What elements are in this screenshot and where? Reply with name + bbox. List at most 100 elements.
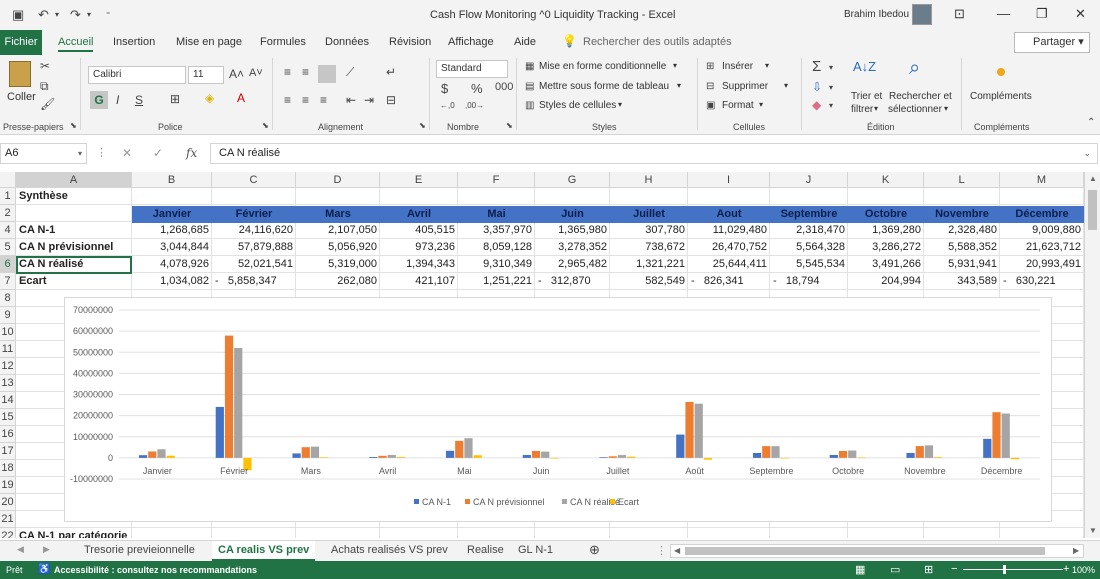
row-header[interactable]: 18 (0, 460, 16, 477)
comma-style-icon[interactable]: 000 (495, 81, 514, 93)
autosum-icon[interactable]: Σ (812, 58, 822, 75)
bold-button[interactable]: G (90, 91, 108, 109)
autosum-dropdown-icon[interactable]: ▾ (829, 63, 834, 72)
scroll-left-icon[interactable]: ◀ (674, 546, 681, 555)
value-cell[interactable]: 5,545,534 (796, 258, 845, 270)
orientation-icon[interactable]: ⟋ (346, 65, 355, 79)
bar[interactable] (752, 452, 762, 458)
bar[interactable] (906, 452, 915, 458)
bar[interactable] (924, 445, 934, 458)
bar[interactable] (148, 451, 157, 458)
value-cell[interactable]: 57,879,888 (237, 241, 293, 253)
bar[interactable] (780, 457, 789, 459)
scroll-thumb[interactable] (1088, 190, 1097, 230)
bar[interactable] (676, 434, 685, 458)
number-format-select[interactable]: Standard (436, 60, 508, 78)
column-header[interactable]: D (296, 172, 380, 188)
chevron-down-icon[interactable]: ▾ (77, 149, 82, 158)
italic-button[interactable]: I (116, 93, 120, 107)
month-header-cell[interactable]: Juillet (610, 206, 688, 223)
borders-icon[interactable]: ⊞ (170, 92, 181, 106)
next-sheet-icon[interactable]: ▶ (43, 544, 50, 554)
bar[interactable] (387, 454, 396, 458)
value-cell[interactable]: 738,672 (645, 241, 685, 253)
tab-data[interactable]: Données (325, 36, 370, 48)
bar[interactable] (915, 446, 924, 458)
column-header[interactable]: E (380, 172, 458, 188)
bar[interactable] (157, 449, 166, 458)
bar[interactable] (694, 403, 703, 458)
paste-button[interactable]: Coller (7, 91, 36, 103)
bar[interactable] (301, 447, 310, 458)
row-header[interactable]: 1 (0, 188, 16, 205)
tab-page-layout[interactable]: Mise en page (176, 36, 243, 48)
value-cell[interactable]: 20,993,491 (1025, 258, 1081, 270)
value-cell[interactable]: 4,078,926 (160, 258, 209, 270)
row-header[interactable]: 8 (0, 290, 16, 307)
format-button[interactable]: Format (722, 100, 754, 111)
month-header-cell[interactable]: Septembre (770, 206, 848, 223)
row-label-cell[interactable]: CA N prévisionnel (19, 241, 114, 253)
add-sheet-icon[interactable]: ⊕ (589, 542, 600, 557)
row-header[interactable]: 19 (0, 477, 16, 494)
currency-icon[interactable]: $ (441, 81, 449, 96)
value-cell[interactable]: 9,310,349 (483, 258, 532, 270)
sheet-title-cell[interactable]: Synthèse (19, 190, 68, 202)
font-launcher-icon[interactable]: ⬊ (262, 121, 269, 130)
align-middle-icon[interactable]: ≡ (302, 65, 310, 79)
row-header[interactable]: 17 (0, 443, 16, 460)
align-bottom-icon[interactable] (318, 65, 336, 83)
user-name[interactable]: Brahim Ibedou (844, 9, 910, 20)
select-all-corner[interactable] (0, 172, 16, 188)
row-label-cell[interactable]: Ecart (19, 275, 47, 287)
bar[interactable] (992, 412, 1001, 458)
delete-button[interactable]: Supprimer (722, 81, 769, 92)
value-cell[interactable]: 52,021,541 (237, 258, 293, 270)
format-painter-icon[interactable]: 🖌 (40, 97, 56, 111)
bar[interactable] (848, 450, 857, 458)
value-cell[interactable]: 5,931,941 (948, 258, 997, 270)
conditional-formatting-button[interactable]: Mise en forme conditionnelle (539, 61, 667, 72)
column-header[interactable]: B (132, 172, 212, 188)
value-cell[interactable]: 8,059,128 (483, 241, 532, 253)
bar[interactable] (627, 456, 636, 458)
tab-review[interactable]: Révision (389, 36, 432, 48)
value-cell[interactable]: 1,034,082 (160, 275, 209, 287)
undo-icon[interactable]: ↶ (38, 7, 49, 22)
bar[interactable] (310, 446, 320, 458)
accessibility-status[interactable]: Accessibilité : consultez nos recommanda… (54, 565, 258, 575)
bar[interactable] (983, 438, 992, 458)
scroll-up-icon[interactable]: ▲ (1089, 174, 1097, 183)
value-cell[interactable]: 3,491,266 (872, 258, 921, 270)
bar[interactable] (599, 457, 608, 458)
value-cell[interactable]: 2,328,480 (948, 224, 997, 236)
row-header[interactable]: 16 (0, 426, 16, 443)
row-header[interactable]: 12 (0, 358, 16, 375)
vertical-scrollbar[interactable]: ▲ ▼ (1084, 172, 1100, 538)
bar[interactable] (224, 335, 234, 458)
fill-icon[interactable]: ⇩ (812, 80, 823, 94)
bar[interactable] (320, 457, 329, 458)
scroll-down-icon[interactable]: ▼ (1089, 526, 1097, 535)
value-cell[interactable]: - 630,221 (1003, 275, 1056, 287)
row-header[interactable]: 11 (0, 341, 16, 358)
bar[interactable] (455, 440, 464, 458)
month-header-cell[interactable]: Aout (688, 206, 770, 223)
value-cell[interactable]: 5,588,352 (948, 241, 997, 253)
cancel-icon[interactable]: ✕ (122, 146, 133, 160)
chevron-down-icon[interactable]: ▾ (784, 81, 789, 90)
row-header[interactable]: 9 (0, 307, 16, 324)
column-header[interactable]: M (1000, 172, 1084, 188)
cut-icon[interactable]: ✂ (40, 59, 51, 73)
month-header-cell[interactable]: Octobre (848, 206, 924, 223)
bar[interactable] (857, 457, 866, 459)
sheet-tab-tresorie[interactable]: Tresorie previeionnelle (84, 544, 195, 556)
increase-font-icon[interactable]: A˄ (229, 67, 245, 81)
expand-formula-icon[interactable]: ⌄ (1083, 148, 1091, 158)
value-cell[interactable]: 5,056,920 (328, 241, 377, 253)
zoom-in-icon[interactable]: + (1063, 563, 1070, 575)
restore-icon[interactable]: ❐ (1036, 6, 1048, 21)
bar[interactable] (550, 457, 559, 459)
normal-view-icon[interactable]: ▦ (855, 564, 866, 576)
value-cell[interactable]: 2,318,470 (796, 224, 845, 236)
